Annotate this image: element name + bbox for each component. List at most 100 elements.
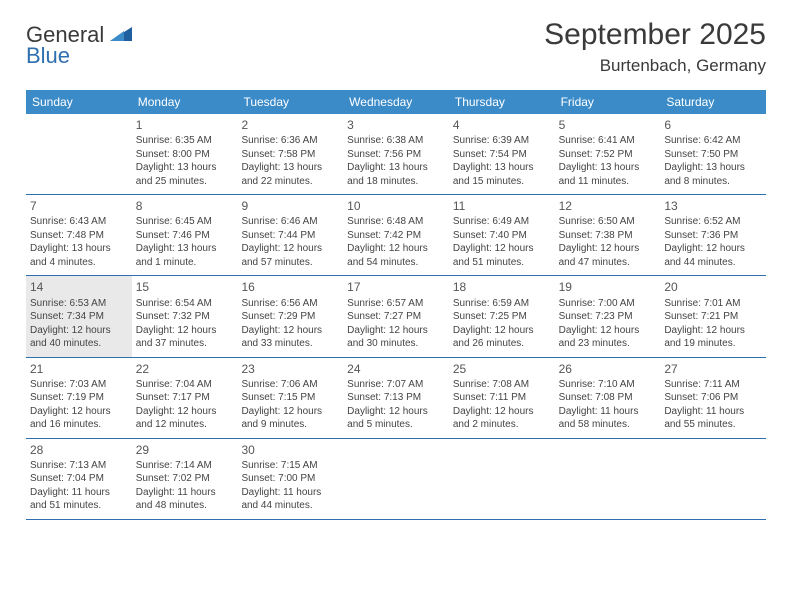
day-cell: 22Sunrise: 7:04 AMSunset: 7:17 PMDayligh… [132,358,238,438]
day-cell: 15Sunrise: 6:54 AMSunset: 7:32 PMDayligh… [132,276,238,356]
day-number: 26 [559,361,657,377]
daylight-line: Daylight: 11 hours and 48 minutes. [136,486,234,513]
day-number: 1 [136,117,234,133]
week-row: 1Sunrise: 6:35 AMSunset: 8:00 PMDaylight… [26,114,766,195]
sunset-line: Sunset: 7:11 PM [453,391,551,405]
sunset-line: Sunset: 7:15 PM [241,391,339,405]
day-cell: 30Sunrise: 7:15 AMSunset: 7:00 PMDayligh… [237,439,343,519]
day-cell: 25Sunrise: 7:08 AMSunset: 7:11 PMDayligh… [449,358,555,438]
weekday-header: Monday [132,90,238,114]
day-number: 3 [347,117,445,133]
day-number: 30 [241,442,339,458]
day-cell: 9Sunrise: 6:46 AMSunset: 7:44 PMDaylight… [237,195,343,275]
day-number: 8 [136,198,234,214]
day-cell: 10Sunrise: 6:48 AMSunset: 7:42 PMDayligh… [343,195,449,275]
sunset-line: Sunset: 7:17 PM [136,391,234,405]
day-cell: 23Sunrise: 7:06 AMSunset: 7:15 PMDayligh… [237,358,343,438]
week-row: 21Sunrise: 7:03 AMSunset: 7:19 PMDayligh… [26,358,766,439]
daylight-line: Daylight: 12 hours and 37 minutes. [136,324,234,351]
sunrise-line: Sunrise: 6:49 AM [453,215,551,229]
day-number: 11 [453,198,551,214]
day-number: 27 [664,361,762,377]
sunset-line: Sunset: 7:42 PM [347,229,445,243]
day-cell: 3Sunrise: 6:38 AMSunset: 7:56 PMDaylight… [343,114,449,194]
day-number: 4 [453,117,551,133]
day-number: 9 [241,198,339,214]
sunset-line: Sunset: 7:54 PM [453,148,551,162]
day-cell: 8Sunrise: 6:45 AMSunset: 7:46 PMDaylight… [132,195,238,275]
sunrise-line: Sunrise: 6:45 AM [136,215,234,229]
day-cell: 11Sunrise: 6:49 AMSunset: 7:40 PMDayligh… [449,195,555,275]
day-number: 23 [241,361,339,377]
sunrise-line: Sunrise: 6:53 AM [30,297,128,311]
week-row: 7Sunrise: 6:43 AMSunset: 7:48 PMDaylight… [26,195,766,276]
sunrise-line: Sunrise: 6:52 AM [664,215,762,229]
sunset-line: Sunset: 7:21 PM [664,310,762,324]
day-cell: 4Sunrise: 6:39 AMSunset: 7:54 PMDaylight… [449,114,555,194]
day-number: 14 [30,279,128,295]
daylight-line: Daylight: 12 hours and 5 minutes. [347,405,445,432]
day-number: 17 [347,279,445,295]
day-cell [555,439,661,519]
day-cell: 26Sunrise: 7:10 AMSunset: 7:08 PMDayligh… [555,358,661,438]
daylight-line: Daylight: 12 hours and 40 minutes. [30,324,128,351]
sunset-line: Sunset: 7:04 PM [30,472,128,486]
daylight-line: Daylight: 12 hours and 47 minutes. [559,242,657,269]
sunset-line: Sunset: 7:08 PM [559,391,657,405]
day-cell: 5Sunrise: 6:41 AMSunset: 7:52 PMDaylight… [555,114,661,194]
day-cell: 29Sunrise: 7:14 AMSunset: 7:02 PMDayligh… [132,439,238,519]
day-cell: 2Sunrise: 6:36 AMSunset: 7:58 PMDaylight… [237,114,343,194]
daylight-line: Daylight: 12 hours and 19 minutes. [664,324,762,351]
day-number: 12 [559,198,657,214]
day-number: 6 [664,117,762,133]
sunrise-line: Sunrise: 6:43 AM [30,215,128,229]
day-number: 20 [664,279,762,295]
daylight-line: Daylight: 13 hours and 15 minutes. [453,161,551,188]
day-cell: 21Sunrise: 7:03 AMSunset: 7:19 PMDayligh… [26,358,132,438]
weekday-header: Wednesday [343,90,449,114]
day-number: 18 [453,279,551,295]
day-cell: 12Sunrise: 6:50 AMSunset: 7:38 PMDayligh… [555,195,661,275]
month-title: September 2025 [544,18,766,52]
sunset-line: Sunset: 7:02 PM [136,472,234,486]
logo-blue-row: Blue [26,43,70,69]
sunrise-line: Sunrise: 6:41 AM [559,134,657,148]
day-cell: 13Sunrise: 6:52 AMSunset: 7:36 PMDayligh… [660,195,766,275]
day-number: 16 [241,279,339,295]
sunset-line: Sunset: 7:25 PM [453,310,551,324]
sunrise-line: Sunrise: 6:48 AM [347,215,445,229]
weeks: 1Sunrise: 6:35 AMSunset: 8:00 PMDaylight… [26,114,766,520]
sunrise-line: Sunrise: 7:06 AM [241,378,339,392]
sunset-line: Sunset: 7:06 PM [664,391,762,405]
sunset-line: Sunset: 7:38 PM [559,229,657,243]
day-cell: 6Sunrise: 6:42 AMSunset: 7:50 PMDaylight… [660,114,766,194]
day-cell: 1Sunrise: 6:35 AMSunset: 8:00 PMDaylight… [132,114,238,194]
daylight-line: Daylight: 12 hours and 9 minutes. [241,405,339,432]
day-cell: 27Sunrise: 7:11 AMSunset: 7:06 PMDayligh… [660,358,766,438]
sunrise-line: Sunrise: 6:39 AM [453,134,551,148]
logo-triangle-icon [110,25,132,46]
sunrise-line: Sunrise: 6:57 AM [347,297,445,311]
day-number: 13 [664,198,762,214]
weekday-header: Friday [555,90,661,114]
day-number: 5 [559,117,657,133]
daylight-line: Daylight: 13 hours and 18 minutes. [347,161,445,188]
calendar: SundayMondayTuesdayWednesdayThursdayFrid… [26,90,766,520]
day-cell: 24Sunrise: 7:07 AMSunset: 7:13 PMDayligh… [343,358,449,438]
sunrise-line: Sunrise: 6:50 AM [559,215,657,229]
header: General September 2025 Burtenbach, Germa… [26,18,766,76]
sunrise-line: Sunrise: 6:38 AM [347,134,445,148]
day-cell [26,114,132,194]
sunrise-line: Sunrise: 7:03 AM [30,378,128,392]
week-row: 28Sunrise: 7:13 AMSunset: 7:04 PMDayligh… [26,439,766,520]
location: Burtenbach, Germany [544,56,766,76]
sunrise-line: Sunrise: 7:14 AM [136,459,234,473]
sunset-line: Sunset: 7:00 PM [241,472,339,486]
day-cell [449,439,555,519]
daylight-line: Daylight: 12 hours and 33 minutes. [241,324,339,351]
day-cell [660,439,766,519]
sunset-line: Sunset: 7:27 PM [347,310,445,324]
weekday-header: Sunday [26,90,132,114]
day-cell: 17Sunrise: 6:57 AMSunset: 7:27 PMDayligh… [343,276,449,356]
sunset-line: Sunset: 7:52 PM [559,148,657,162]
